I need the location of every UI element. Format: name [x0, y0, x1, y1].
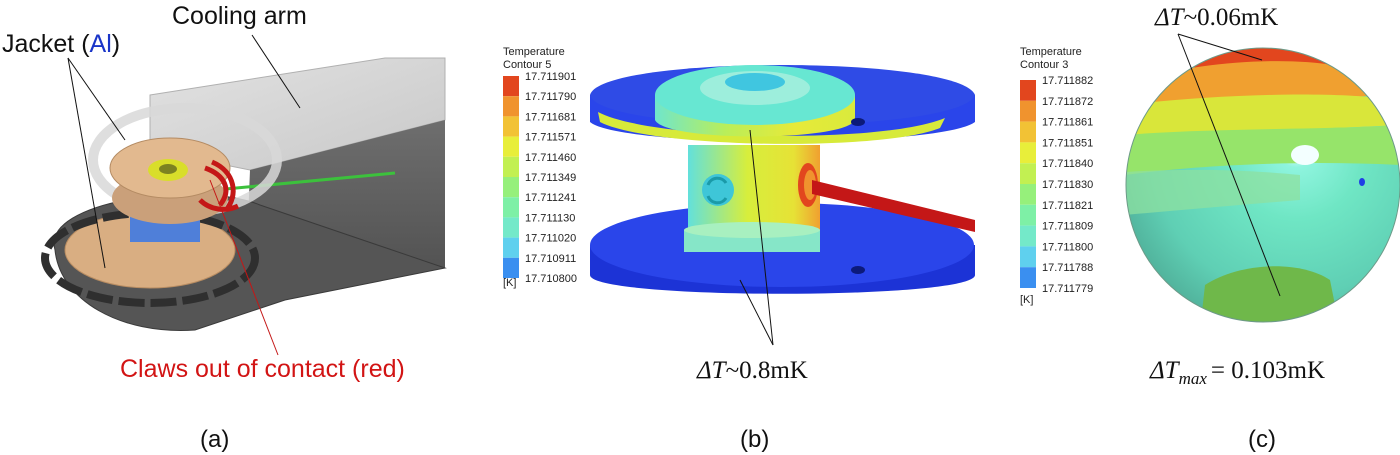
legend-b-colorbar-swatch: [503, 237, 519, 258]
legend-c-colorbar-swatch: [1020, 267, 1036, 288]
cooling-arm-label: Cooling arm: [172, 2, 307, 30]
legend-b-colorbar-swatch: [503, 177, 519, 198]
sphere-cold-dot: [1359, 178, 1365, 186]
callout-line-jacket-1: [67, 57, 126, 141]
callout-line-claws: [209, 179, 279, 356]
legend-b-colorbar-swatch: [503, 156, 519, 177]
legend-c-tick-label: 17.711840: [1042, 158, 1093, 170]
legend-c-tick-label: 17.711779: [1042, 283, 1093, 295]
callout-b-1: [749, 129, 774, 346]
callout-b-2: [739, 279, 774, 346]
legend-b-colorbar-swatch: [503, 217, 519, 238]
legend-c-tick-label: 17.711821: [1042, 200, 1093, 212]
legend-b-colorbar-swatch: [503, 76, 519, 97]
top-flange-band: [598, 112, 945, 144]
jacket-label: Jacket (Al): [2, 30, 120, 58]
legend-c-colorbar-swatch: [1020, 121, 1036, 143]
legend-b-colorbar-swatch: [503, 197, 519, 218]
sphere-band-yellow: [1126, 94, 1400, 140]
legend-b-colorbar-swatch: [503, 96, 519, 117]
legend-c-tick-label: 17.711830: [1042, 179, 1093, 191]
sphere-lower-green: [1200, 266, 1340, 322]
legend-c-unit: [K]: [1020, 294, 1033, 306]
top-disk-bore: [725, 73, 785, 91]
legend-b-colorbar-swatch: [503, 136, 519, 157]
legend-b-tick-label: 17.711790: [525, 91, 576, 103]
sphere-band-lightgreen: [1126, 169, 1300, 215]
legend-c-title-line1: Temperature: [1020, 46, 1082, 58]
panel-c-sphere-temperature: Temperature Contour 3 17.711882 17.711872…: [1020, 4, 1400, 453]
legend-c-tick-label: 17.711809: [1042, 221, 1093, 233]
jacket-material-label: Al: [90, 30, 112, 58]
legend-b-tick-label: 17.711901: [525, 71, 576, 83]
legend-c-tick-label: 17.711872: [1042, 96, 1093, 108]
legend-b-colorbar-swatch: [503, 257, 519, 278]
thermal-rod: [812, 180, 975, 232]
delta-t-b-annotation: ΔT~0.8mK: [696, 357, 808, 384]
panel-b-temperature-contour: Temperature Contour 5 17.711901 17.711790…: [503, 46, 975, 453]
legend-c-colorbar-swatch: [1020, 204, 1036, 226]
delta-t-c-top-annotation: ΔT~0.06mK: [1154, 4, 1278, 31]
legend-c-colorbar-swatch: [1020, 100, 1036, 122]
panel-b-label: (b): [740, 426, 769, 453]
legend-b-tick-label: 17.710800: [525, 273, 577, 285]
callout-line-jacket-2: [67, 57, 106, 269]
red-claws: [198, 159, 240, 212]
legend-c-colorbar-swatch: [1020, 142, 1036, 164]
sphere-band-green: [1126, 125, 1400, 175]
legend-b-tick-label: 17.711571: [525, 132, 576, 144]
callout-c-1: [1177, 33, 1263, 61]
cylinder-cutout-inner: [706, 176, 728, 205]
legend-b-tick-label: 17.710911: [525, 253, 576, 265]
thermal-link-rod: [214, 171, 396, 192]
cap-hole: [159, 164, 177, 174]
legend-b-tick-label: 17.711460: [525, 152, 576, 164]
legend-c-tick-label: 17.711800: [1042, 241, 1093, 253]
callout-c-2: [1177, 33, 1281, 297]
legend-c-tick-label: 17.711851: [1042, 137, 1093, 149]
legend-b-colorbar-swatch: [503, 116, 519, 137]
sphere-highlight: [1291, 145, 1319, 165]
legend-c-colorbar-swatch: [1020, 225, 1036, 247]
legend-c-tick-label: 17.711861: [1042, 117, 1093, 129]
legend-c-colorbar: [1020, 80, 1036, 288]
legend-b-tick-labels: 17.711901 17.711790 17.711681 17.711571 17.7…: [525, 71, 577, 285]
panel-a-cooling-arm-illustration: Cooling arm Jacket (Al) Claws out of con…: [2, 2, 447, 453]
legend-c-colorbar-swatch: [1020, 246, 1036, 268]
legend-b-tick-label: 17.711020: [525, 233, 576, 245]
legend-c-title-line2: Contour 3: [1020, 59, 1068, 71]
legend-c-tick-labels: 17.711882 17.711872 17.711861 17.711851 17.7…: [1042, 75, 1093, 295]
cylinder-base-ring-top: [684, 222, 820, 238]
sphere-outline: [1125, 47, 1400, 323]
legend-b-tick-label: 17.711130: [525, 212, 575, 224]
legend-b-colorbar: [503, 76, 519, 278]
legend-c-colorbar-swatch: [1020, 184, 1036, 205]
delta-t-max-annotation: ΔTmax = 0.103mK: [1149, 357, 1325, 388]
legend-b-tick-label: 17.711681: [525, 111, 576, 123]
legend-b-title-line1: Temperature: [503, 46, 565, 58]
legend-b-tick-label: 17.711241: [525, 192, 576, 204]
panel-c-label: (c): [1248, 426, 1276, 453]
legend-b-unit: [K]: [503, 277, 516, 289]
legend-b-title-line2: Contour 5: [503, 59, 551, 71]
bottom-flange-hole: [851, 266, 865, 274]
legend-b-tick-label: 17.711349: [525, 172, 576, 184]
callout-line-arm: [251, 34, 301, 109]
legend-c-colorbar-swatch: [1020, 80, 1036, 101]
legend-c-tick-label: 17.711788: [1042, 262, 1093, 274]
legend-c-tick-label: 17.711882: [1042, 75, 1093, 87]
claws-label: Claws out of contact (red): [120, 355, 405, 383]
top-flange-hole: [851, 118, 865, 126]
panel-a-label: (a): [200, 426, 229, 453]
legend-c-colorbar-swatch: [1020, 163, 1036, 184]
